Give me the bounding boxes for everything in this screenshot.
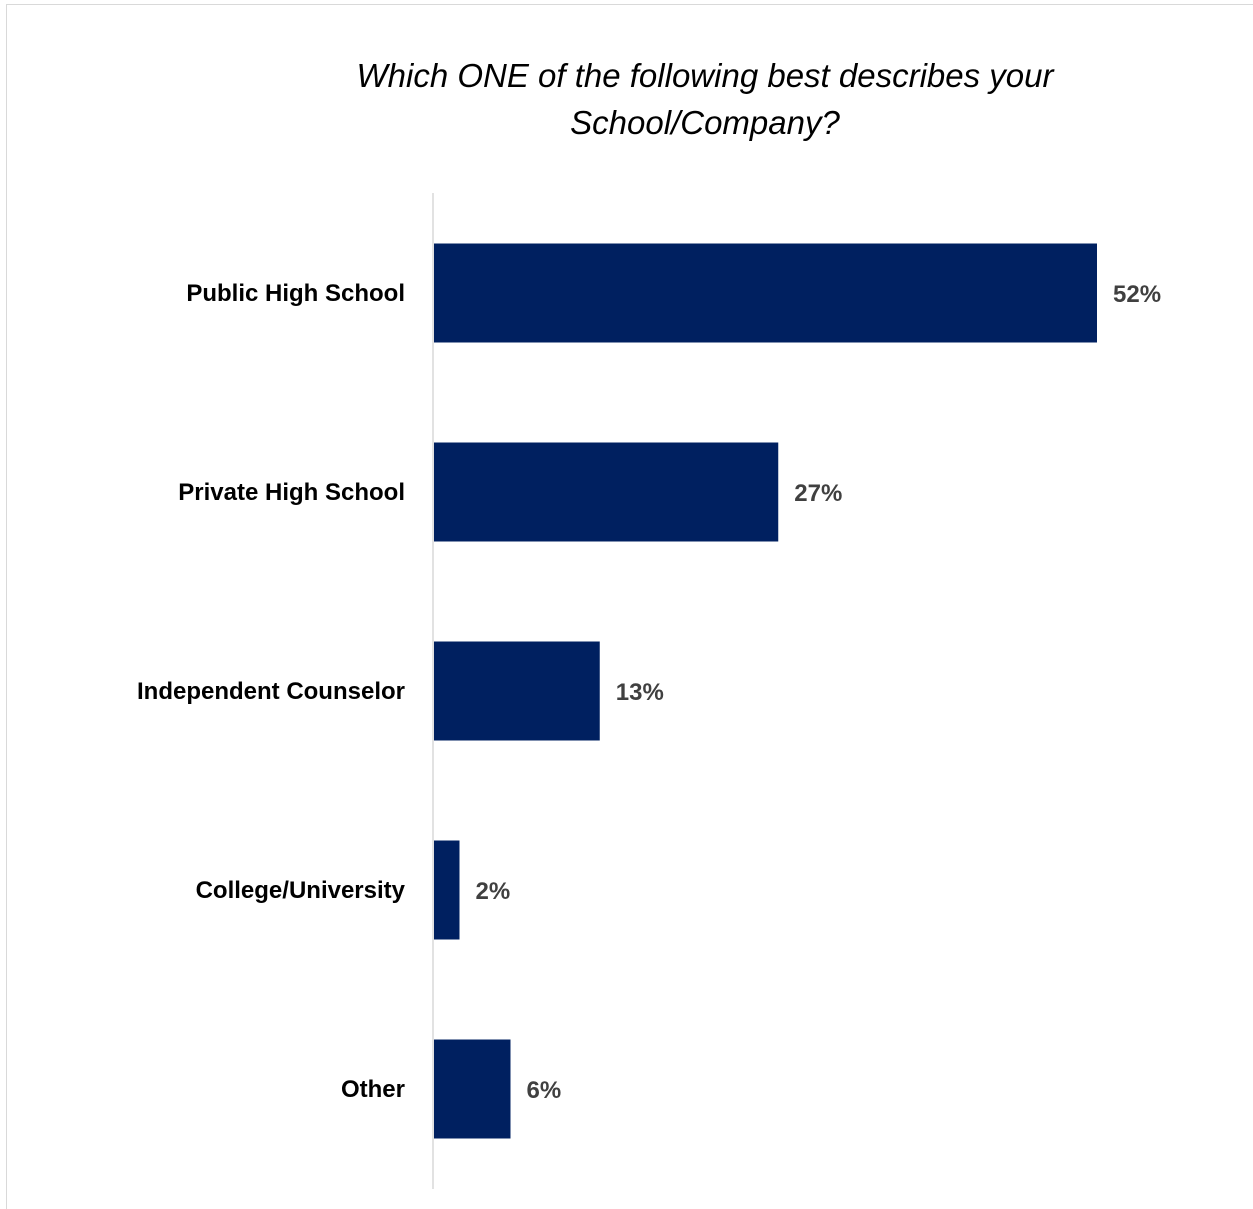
bar-independent-counselor (434, 641, 600, 741)
bars-group (434, 243, 1097, 1139)
value-label: 6% (527, 1077, 562, 1104)
bar-college-university (434, 840, 460, 940)
value-label: 2% (476, 878, 511, 905)
category-label: Independent Counselor (137, 678, 405, 705)
value-labels-group: 52% 27% 13% 2% 6% (476, 281, 1162, 1104)
value-label: 27% (794, 480, 842, 507)
category-label: College/University (196, 877, 406, 904)
value-label: 52% (1113, 281, 1161, 308)
chart-title: Which ONE of the following best describe… (356, 57, 1054, 141)
value-label: 13% (616, 679, 664, 706)
chart-frame (6, 4, 1253, 1209)
category-label: Public High School (186, 280, 405, 307)
bar-private-high-school (434, 442, 779, 542)
category-label: Private High School (178, 479, 405, 506)
category-labels-group: Public High School Private High School Ind… (137, 280, 406, 1103)
bar-public-high-school (434, 243, 1097, 343)
category-label: Other (341, 1076, 405, 1103)
bar-other (434, 1039, 511, 1139)
